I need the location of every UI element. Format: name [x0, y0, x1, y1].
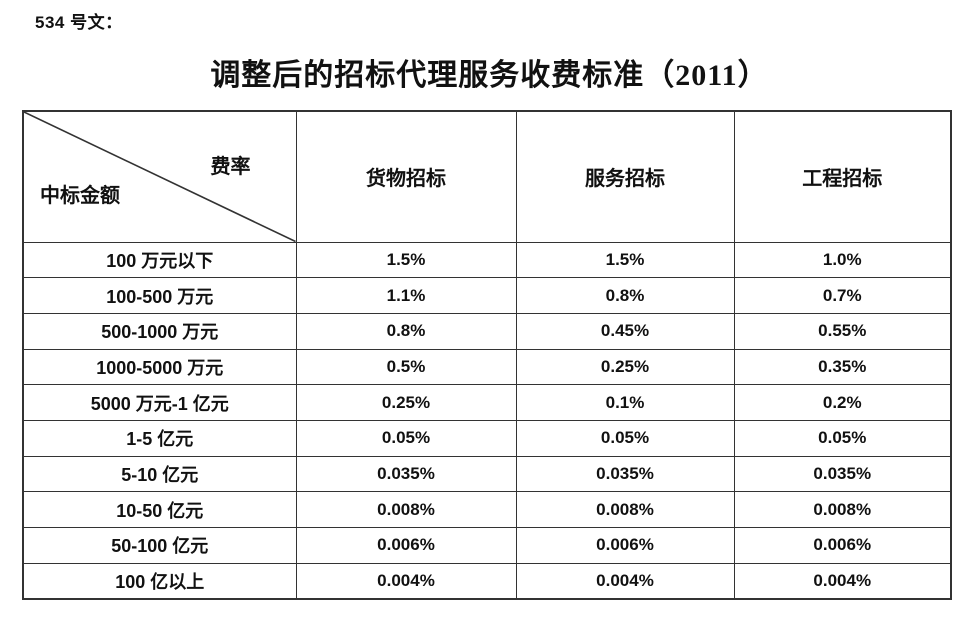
table-row: 1000-5000 万元 0.5% 0.25% 0.35% [22, 348, 952, 386]
rate-cell: 0.006% [733, 527, 952, 564]
rate-cell: 0.1% [515, 384, 735, 421]
rate-cell: 0.008% [515, 491, 735, 528]
rate-cell: 0.5% [295, 348, 517, 386]
rate-cell: 1.5% [295, 241, 517, 279]
table-row: 1-5 亿元 0.05% 0.05% 0.05% [22, 419, 952, 457]
corner-cell: 费率 中标金额 [22, 110, 297, 243]
rate-cell: 0.8% [515, 277, 735, 314]
rate-cell: 0.004% [733, 562, 952, 600]
rate-cell: 0.05% [515, 419, 735, 457]
row-label-cell: 5000 万元-1 亿元 [22, 384, 297, 421]
corner-label-bid-amount: 中标金额 [40, 184, 120, 207]
rate-cell: 0.004% [295, 562, 517, 600]
rate-cell: 0.7% [733, 277, 952, 314]
table-row: 5-10 亿元 0.035% 0.035% 0.035% [22, 455, 952, 493]
row-label-cell: 50-100 亿元 [22, 527, 297, 564]
rate-cell: 0.006% [515, 527, 735, 564]
column-header-engineering-bidding: 工程招标 [733, 110, 952, 243]
page-title: 调整后的招标代理服务收费标准（2011） [210, 59, 769, 92]
column-header-goods-bidding: 货物招标 [295, 110, 517, 243]
row-label-cell: 500-1000 万元 [22, 312, 297, 350]
rate-cell: 0.035% [515, 455, 735, 493]
header-row: 费率 中标金额 货物招标 服务招标 工程招标 [22, 110, 952, 243]
rate-cell: 0.008% [295, 491, 517, 528]
row-label-cell: 1-5 亿元 [22, 419, 297, 457]
rate-cell: 0.05% [733, 419, 952, 457]
rate-cell: 1.1% [295, 277, 517, 314]
table-row: 5000 万元-1 亿元 0.25% 0.1% 0.2% [22, 384, 952, 421]
row-label-cell: 100 亿以上 [22, 562, 297, 600]
rate-cell: 0.035% [295, 455, 517, 493]
rate-cell: 0.25% [515, 348, 735, 386]
rate-cell: 1.5% [515, 241, 735, 279]
rate-cell: 1.0% [733, 241, 952, 279]
table-row: 10-50 亿元 0.008% 0.008% 0.008% [22, 491, 952, 528]
table-row: 100 亿以上 0.004% 0.004% 0.004% [22, 562, 952, 600]
rate-cell: 0.004% [515, 562, 735, 600]
rate-cell: 0.55% [733, 312, 952, 350]
column-header-service-bidding: 服务招标 [515, 110, 735, 243]
row-label-cell: 1000-5000 万元 [22, 348, 297, 386]
diagonal-divider-line [24, 112, 296, 242]
rate-cell: 0.25% [295, 384, 517, 421]
row-label-cell: 100 万元以下 [22, 241, 297, 279]
table-row: 100-500 万元 1.1% 0.8% 0.7% [22, 277, 952, 314]
row-label-cell: 10-50 亿元 [22, 491, 297, 528]
rate-cell: 0.008% [733, 491, 952, 528]
rate-cell: 0.035% [733, 455, 952, 493]
rate-cell: 0.45% [515, 312, 735, 350]
rate-cell: 0.05% [295, 419, 517, 457]
table-row: 100 万元以下 1.5% 1.5% 1.0% [22, 241, 952, 279]
doc-number: 534 号文： [35, 13, 123, 32]
corner-label-rate: 费率 [210, 156, 251, 178]
row-label-cell: 5-10 亿元 [22, 455, 297, 493]
row-label-cell: 100-500 万元 [22, 277, 297, 314]
rate-cell: 0.8% [295, 312, 517, 350]
rate-cell: 0.2% [733, 384, 952, 421]
fee-table-body: 100 万元以下 1.5% 1.5% 1.0% 100-500 万元 1.1% 0.8% 0.… [22, 241, 952, 600]
rate-cell: 0.35% [733, 348, 952, 386]
rate-cell: 0.006% [295, 527, 517, 564]
fee-table: 费率 中标金额 货物招标 服务招标 工程招标 100 万元以下 1.5% 1.5% 1… [22, 110, 952, 600]
table-row: 500-1000 万元 0.8% 0.45% 0.55% [22, 312, 952, 350]
table-row: 50-100 亿元 0.006% 0.006% 0.006% [22, 527, 952, 564]
